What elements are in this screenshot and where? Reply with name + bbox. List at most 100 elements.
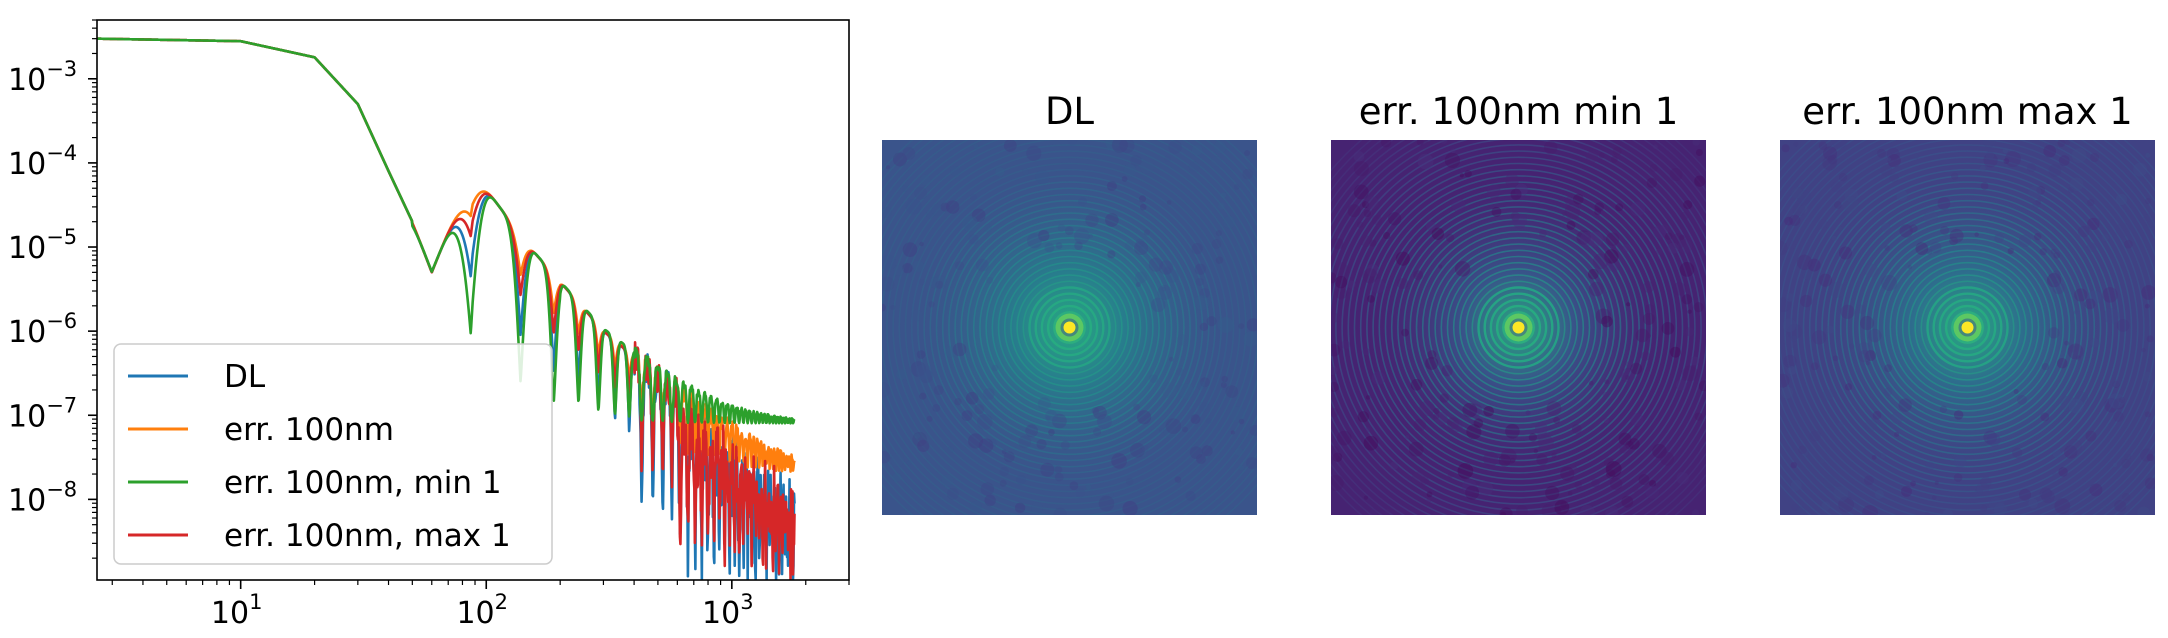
speckle [1093,405,1107,420]
speckle [1048,429,1055,436]
speckle [906,460,912,466]
speckle [945,346,957,358]
speckle [1790,479,1802,491]
speckle [1353,184,1369,200]
speckle [1980,476,1992,489]
legend: DL err. 100nm err. 100nm, min 1 err. 100nm,… [113,343,553,565]
speckle [1353,150,1365,162]
diffraction-ring [1335,144,1702,511]
speckle [1787,323,1803,340]
speckle [2124,239,2133,249]
speckle [2048,142,2058,153]
speckle [984,494,996,507]
speckle [1135,281,1141,287]
speckle [1594,202,1604,212]
speckle [1833,486,1849,502]
speckle [1653,225,1667,239]
speckle [1168,140,1182,154]
speckle [1953,473,1963,482]
speckle [1907,264,1913,270]
speckle [1052,413,1067,429]
speckle [1215,256,1224,264]
diffraction-ring [948,206,1191,449]
speckle [1784,216,1793,226]
speckle [1140,451,1147,457]
speckle [1980,505,1988,512]
diffraction-ring [979,237,1160,418]
speckle [1434,411,1448,426]
speckle [919,241,924,247]
speckle [1819,458,1825,464]
speckle [882,145,885,150]
speckle [1837,421,1844,428]
speckle [1126,477,1134,486]
speckle [1603,417,1610,424]
speckle [1031,502,1044,515]
diffraction-ring [1796,156,2139,499]
speckle [1677,239,1693,254]
speckle [1217,202,1226,210]
speckle [1044,242,1055,253]
speckle [2084,298,2096,310]
speckle [1331,272,1337,284]
speckle [1626,302,1631,307]
speckle [1859,316,1874,331]
speckle [1789,214,1801,226]
speckle [1698,380,1706,392]
speckle [1046,416,1051,421]
speckle [2115,222,2130,237]
speckle [1924,511,1930,515]
speckle [1119,140,1135,154]
speckle [946,487,959,500]
speckle [1067,140,1078,146]
speckle [916,350,926,359]
heatmap-panel-3: err. 100nm max 1 [1780,90,2155,515]
diffraction-ring [1353,162,1684,493]
speckle [2090,337,2100,348]
speckle [1829,281,1845,298]
diffraction-ring [1428,237,1609,418]
speckle [2041,362,2050,371]
speckle [1213,140,1227,154]
speckle [962,215,979,232]
speckle [1221,384,1227,390]
speckle [1679,234,1685,240]
speckle [995,166,1005,177]
axis-layer: 101 102 103 10−8 10−7 10−6 10−5 10−4 10−3 [8,19,850,631]
speckle [1401,328,1409,337]
speckle [1243,331,1257,347]
speckle [1347,280,1356,289]
speckle [1431,227,1445,240]
speckle [1405,435,1410,440]
speckle [1446,233,1455,243]
speckle [1840,304,1855,319]
speckle [1983,430,1997,445]
speckle [1233,184,1240,190]
speckle [902,147,916,160]
speckle [974,404,985,415]
speckle [1191,144,1203,156]
speckle [2064,445,2078,459]
speckle [1440,140,1448,144]
speckle [1865,360,1870,366]
speckle [964,222,970,229]
speckle [1388,212,1402,226]
speckle [1334,275,1348,289]
speckle [1014,502,1026,514]
speckle [1694,412,1703,421]
speckle [1785,293,1795,302]
speckle [1675,379,1687,391]
speckle [1331,343,1341,357]
speckle [1331,407,1339,418]
speckle [1974,487,1983,496]
speckle [1640,351,1651,361]
speckle [1078,197,1087,206]
x-tick-label: 103 [702,590,754,631]
speckle [1822,156,1837,171]
speckle [1040,462,1055,477]
speckle [1220,192,1227,199]
speckle [1669,168,1683,181]
speckle [1111,453,1127,469]
speckle [1331,313,1341,323]
speckle [1362,201,1370,209]
